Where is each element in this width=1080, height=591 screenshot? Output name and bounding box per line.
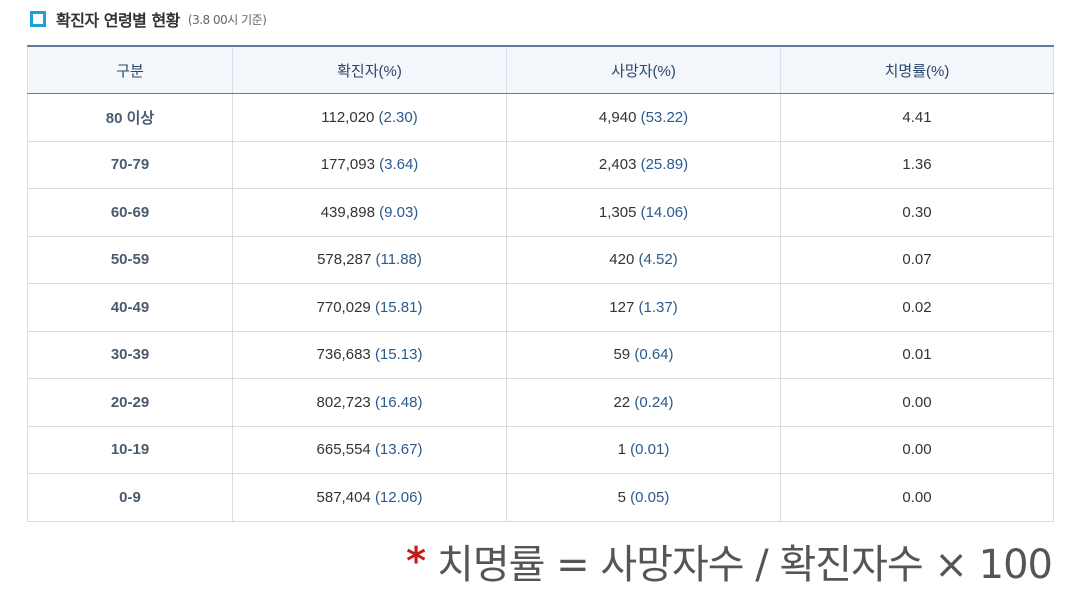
confirmed-percent: (15.13) — [374, 346, 423, 364]
deaths-count: 1,305 — [598, 203, 637, 221]
confirmed-percent: (9.03) — [379, 203, 419, 221]
age-group-cell: 0-9 — [27, 473, 233, 522]
confirmed-count: 665,554 — [316, 441, 371, 459]
age-group-cell: 20-29 — [27, 378, 233, 427]
square-bullet-icon — [30, 11, 46, 27]
deaths-count: 2,403 — [598, 156, 637, 174]
age-group-cell: 10-19 — [27, 425, 233, 474]
confirmed-percent: (11.88) — [375, 251, 422, 269]
deaths-count: 1 — [617, 441, 626, 459]
confirmed-count: 770,029 — [316, 298, 371, 316]
deaths-count: 420 — [609, 251, 635, 269]
table-row: 80 이상 112,020 (2.30) 4,940 (53.22) 4.41 — [27, 93, 1054, 142]
section-header: 확진자 연령별 현황 (3.8 00시 기준) — [30, 6, 267, 32]
section-title: 확진자 연령별 현황 — [56, 11, 180, 30]
table-row: 0-9 587,404 (12.06) 5 (0.05) 0.00 — [27, 473, 1054, 522]
table-header-row: 구분 확진자(%) 사망자(%) 치명률(%) — [27, 45, 1054, 94]
deaths-cell: 4,940 (53.22) — [506, 93, 781, 142]
deaths-cell: 1 (0.01) — [506, 425, 781, 474]
fatality-rate-cell: 0.02 — [780, 283, 1054, 332]
table-row: 10-19 665,554 (13.67) 1 (0.01) 0.00 — [27, 425, 1054, 474]
age-group-cell: 70-79 — [27, 140, 233, 189]
confirmed-cell: 587,404 (12.06) — [232, 473, 507, 522]
confirmed-count: 112,020 — [321, 108, 375, 126]
confirmed-cell: 112,020 (2.30) — [232, 93, 507, 142]
fatality-rate-cell: 0.07 — [780, 235, 1054, 284]
deaths-percent: (0.01) — [630, 441, 670, 459]
confirmed-cell: 177,093 (3.64) — [232, 140, 507, 189]
confirmed-percent: (15.81) — [374, 298, 423, 316]
formula-text: 치명률 = 사망자수 / 확진자수 × 100 — [437, 542, 1053, 588]
deaths-percent: (25.89) — [640, 156, 689, 174]
table-row: 60-69 439,898 (9.03) 1,305 (14.06) 0.30 — [27, 188, 1054, 237]
deaths-cell: 2,403 (25.89) — [506, 140, 781, 189]
deaths-count: 59 — [613, 346, 631, 364]
age-stats-table: 구분 확진자(%) 사망자(%) 치명률(%) 80 이상 112,020 (2.… — [27, 45, 1054, 522]
confirmed-cell: 802,723 (16.48) — [232, 378, 507, 427]
fatality-rate-cell: 0.30 — [780, 188, 1054, 237]
deaths-percent: (0.64) — [634, 346, 674, 364]
fatality-rate-cell: 0.01 — [780, 330, 1054, 379]
column-header-category: 구분 — [27, 45, 233, 94]
deaths-count: 22 — [613, 393, 631, 411]
fatality-rate-cell: 0.00 — [780, 378, 1054, 427]
deaths-cell: 1,305 (14.06) — [506, 188, 781, 237]
deaths-count: 5 — [617, 488, 626, 506]
confirmed-count: 177,093 — [320, 156, 375, 174]
confirmed-cell: 578,287 (11.88) — [232, 235, 507, 284]
confirmed-percent: (3.64) — [379, 156, 419, 174]
deaths-count: 127 — [609, 298, 635, 316]
table-row: 40-49 770,029 (15.81) 127 (1.37) 0.02 — [27, 283, 1054, 332]
confirmed-cell: 665,554 (13.67) — [232, 425, 507, 474]
column-header-deaths: 사망자(%) — [506, 45, 781, 94]
confirmed-cell: 770,029 (15.81) — [232, 283, 507, 332]
deaths-percent: (1.37) — [638, 298, 678, 316]
confirmed-count: 802,723 — [316, 393, 371, 411]
deaths-percent: (53.22) — [640, 108, 689, 126]
deaths-percent: (4.52) — [638, 251, 678, 269]
fatality-rate-cell: 4.41 — [780, 93, 1054, 142]
confirmed-percent: (13.67) — [374, 441, 423, 459]
age-group-cell: 80 이상 — [27, 93, 233, 142]
deaths-cell: 420 (4.52) — [506, 235, 781, 284]
deaths-cell: 127 (1.37) — [506, 283, 781, 332]
table-row: 50-59 578,287 (11.88) 420 (4.52) 0.07 — [27, 235, 1054, 284]
column-header-fatality: 치명률(%) — [780, 45, 1054, 94]
confirmed-cell: 439,898 (9.03) — [232, 188, 507, 237]
deaths-cell: 5 (0.05) — [506, 473, 781, 522]
confirmed-count: 736,683 — [316, 346, 371, 364]
table-row: 30-39 736,683 (15.13) 59 (0.64) 0.01 — [27, 330, 1054, 379]
asterisk-mark: * — [406, 539, 426, 583]
deaths-cell: 22 (0.24) — [506, 378, 781, 427]
column-header-confirmed: 확진자(%) — [232, 45, 507, 94]
confirmed-percent: (2.30) — [378, 108, 418, 126]
table-row: 20-29 802,723 (16.48) 22 (0.24) 0.00 — [27, 378, 1054, 427]
age-group-cell: 40-49 — [27, 283, 233, 332]
fatality-rate-cell: 0.00 — [780, 425, 1054, 474]
age-group-cell: 60-69 — [27, 188, 233, 237]
fatality-formula-note: * 치명률 = 사망자수 / 확진자수 × 100 — [406, 532, 1053, 590]
fatality-rate-cell: 1.36 — [780, 140, 1054, 189]
confirmed-percent: (12.06) — [374, 488, 423, 506]
confirmed-cell: 736,683 (15.13) — [232, 330, 507, 379]
fatality-rate-cell: 0.00 — [780, 473, 1054, 522]
deaths-percent: (14.06) — [640, 203, 689, 221]
confirmed-percent: (16.48) — [374, 393, 423, 411]
deaths-percent: (0.24) — [634, 393, 674, 411]
confirmed-count: 587,404 — [316, 488, 371, 506]
deaths-cell: 59 (0.64) — [506, 330, 781, 379]
section-note: (3.8 00시 기준) — [187, 12, 267, 27]
deaths-percent: (0.05) — [630, 488, 670, 506]
age-group-cell: 30-39 — [27, 330, 233, 379]
confirmed-count: 439,898 — [320, 203, 375, 221]
age-group-cell: 50-59 — [27, 235, 233, 284]
confirmed-count: 578,287 — [317, 251, 372, 269]
table-row: 70-79 177,093 (3.64) 2,403 (25.89) 1.36 — [27, 140, 1054, 189]
deaths-count: 4,940 — [598, 108, 637, 126]
